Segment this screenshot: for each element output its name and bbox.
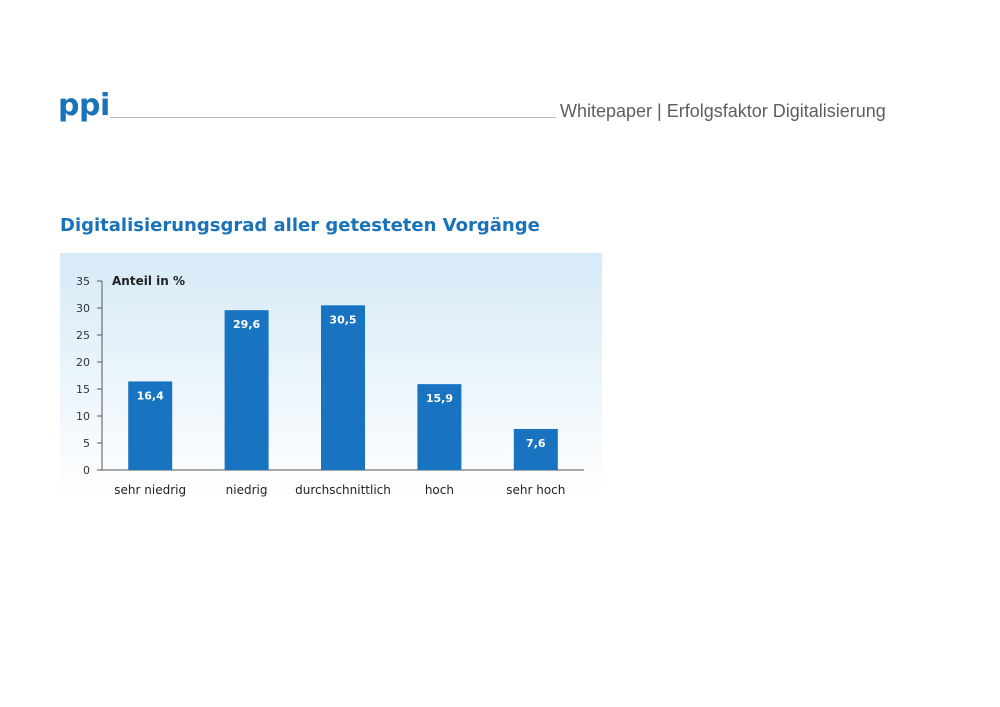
header-divider [110, 117, 556, 118]
x-category-label: sehr niedrig [114, 483, 186, 497]
x-category-label: hoch [425, 483, 454, 497]
bar-value-label: 30,5 [329, 313, 356, 326]
bar-value-label: 7,6 [526, 437, 546, 450]
x-axis-labels: sehr niedrig niedrig durchschnittlich hoch s… [114, 483, 565, 497]
y-tick-label: 10 [76, 410, 90, 423]
bar-value-label: 29,6 [233, 318, 260, 331]
y-tick-label: 35 [76, 275, 90, 288]
bar-value-label: 16,4 [137, 389, 164, 402]
bar-value-label: 15,9 [426, 392, 453, 405]
y-tick-label: 15 [76, 383, 90, 396]
chart-title: Digitalisierungsgrad aller getesteten Vo… [60, 215, 540, 236]
bar [128, 381, 173, 470]
y-tick-label: 30 [76, 302, 90, 315]
x-category-label: sehr hoch [506, 483, 565, 497]
y-tick-label: 0 [83, 464, 90, 477]
bar [513, 428, 558, 470]
y-tick-label: 25 [76, 329, 90, 342]
y-tick-label: 5 [83, 437, 90, 450]
ppi-logo: ppi [58, 88, 110, 123]
x-category-label: niedrig [226, 483, 268, 497]
y-axis-label: Anteil in % [112, 274, 185, 288]
bar [321, 305, 365, 470]
x-category-label: durchschnittlich [295, 483, 391, 497]
chart-panel: 0 5 10 15 20 25 30 35 16,4 29,6 30,5 15,9 7,6 sehr … [60, 253, 602, 499]
bar [224, 310, 269, 470]
bar-chart: 0 5 10 15 20 25 30 35 16,4 29,6 30,5 15,9 7,6 sehr … [60, 253, 602, 499]
bars: 16,4 29,6 30,5 15,9 7,6 [128, 305, 558, 470]
y-tick-label: 20 [76, 356, 90, 369]
bar [417, 384, 462, 470]
document-title: Whitepaper | Erfolgsfaktor Digitalisieru… [560, 101, 886, 121]
